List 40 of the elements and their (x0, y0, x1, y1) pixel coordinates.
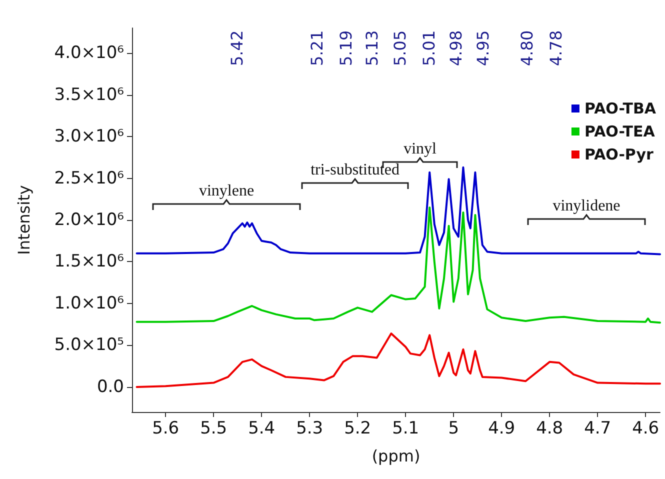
annotation: 5.13 (362, 30, 382, 66)
annotation: 4.78 (546, 30, 566, 66)
annotation: vinylidene (552, 198, 620, 214)
annotation: 4.98 (446, 30, 466, 66)
x-tick-label: 5.1 (392, 418, 420, 438)
x-tick-label: 4.7 (584, 418, 612, 438)
annotation: tri-substituted (310, 162, 400, 178)
y-tick-label: 2.0×10⁶ (54, 210, 124, 230)
line-series (136, 332, 661, 388)
y-tick-label: 3.5×10⁶ (54, 84, 124, 105)
annotation: 5.05 (390, 30, 410, 66)
x-tick-label: 5.3 (296, 418, 324, 438)
annotation: 5.42 (228, 30, 246, 66)
y-tick-label: 0.0 (96, 376, 124, 397)
y-axis-title: Intensity (14, 185, 34, 255)
annotation: 5.21 (308, 30, 326, 66)
x-axis-title: (ppm) (372, 446, 420, 466)
y-tick-label: 4.0×10⁶ (54, 43, 124, 64)
annotation: 4.80 (518, 30, 536, 66)
legend-label: PAO-Pyr (584, 146, 654, 164)
y-tick-label: 3.0×10⁶ (54, 126, 124, 147)
annotation: 5.19 (336, 30, 356, 66)
x-tick-label: 5.2 (344, 418, 372, 438)
legend-label: PAO-TBA (584, 100, 656, 118)
x-tick-label: 5 (448, 418, 460, 438)
x-tick-label: 5.4 (248, 418, 276, 438)
y-tick-label: 1.5×10⁶ (54, 252, 124, 272)
y-tick-label: 5.0×10⁵ (54, 335, 124, 356)
x-tick-label: 4.6 (632, 418, 660, 438)
x-tick-label: 4.9 (488, 418, 516, 438)
x-tick-label: 5.5 (200, 418, 228, 438)
annotation: 4.95 (474, 30, 492, 66)
annotation: vinyl (404, 140, 437, 158)
annotation: 5.01 (420, 30, 438, 66)
legend-label: PAO-TEA (584, 122, 656, 140)
y-tick-label: 2.5×10⁶ (54, 168, 124, 188)
x-tick-label: 4.8 (536, 418, 564, 438)
annotation: vinylene (198, 182, 254, 200)
y-tick-label: 1.0×10⁶ (54, 293, 124, 314)
x-tick-label: 5.6 (152, 418, 180, 438)
